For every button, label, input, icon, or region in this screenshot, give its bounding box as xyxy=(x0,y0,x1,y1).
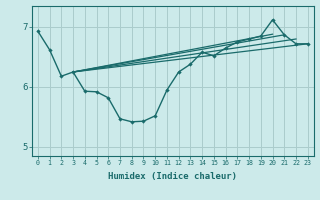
X-axis label: Humidex (Indice chaleur): Humidex (Indice chaleur) xyxy=(108,172,237,181)
